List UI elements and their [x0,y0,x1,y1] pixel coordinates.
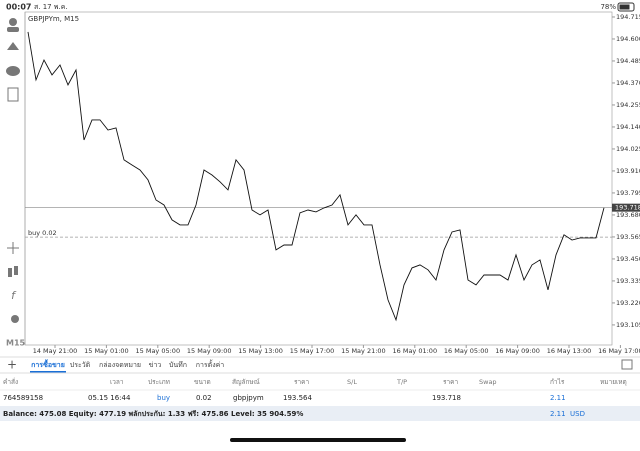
tab-underline [30,371,66,373]
cell-profit: 2.11 [550,394,566,402]
balance-currency: USD [570,410,585,418]
price-line-series [27,31,605,322]
y-tick-label: 193.680 [616,211,640,219]
tab[interactable]: กล่องจดหมาย [99,361,141,369]
new-order-icon[interactable] [7,87,19,102]
chart-frame [24,11,613,346]
column-header: ขนาด [194,378,211,386]
account-icon-body [7,27,19,32]
x-tick-label: 15 May 01:00 [84,347,129,355]
column-header: S/L [347,378,357,386]
x-tick-label: 16 May 05:00 [444,347,489,355]
chat-icon[interactable] [6,66,20,76]
status-date: ส. 17 พ.ค. [34,3,68,11]
function-icon[interactable]: f [11,289,17,302]
tab[interactable]: การตั้งค่า [196,358,225,369]
trade-icon[interactable] [7,42,19,50]
y-tick-label: 193.795 [616,189,640,197]
toolbar: f [6,18,20,323]
y-tick-label: 194.140 [616,123,640,131]
y-tick-label: 193.105 [616,321,640,329]
y-tick-label: 194.600 [616,35,640,43]
x-tick-label: 16 May 01:00 [393,347,438,355]
y-tick-label: 193.910 [616,167,640,175]
y-tick-label: 193.220 [616,299,640,307]
column-header: เวลา [110,378,124,386]
current-price-label: 193.718 [615,204,640,212]
position-label: buy 0.02 [28,229,57,237]
x-tick-label: 15 May 09:00 [187,347,232,355]
battery-icon [617,2,635,12]
layout-icon[interactable] [621,359,633,370]
column-header: Swap [479,378,497,386]
objects-icon[interactable] [11,315,19,323]
column-header: ราคา [294,378,309,386]
balance-bar [0,406,640,421]
tab[interactable]: การซื้อขาย [31,358,65,369]
x-tick-label: 15 May 13:00 [238,347,283,355]
y-tick-label: 193.335 [616,277,640,285]
tab[interactable]: บันทึก [169,360,187,369]
cell-symbol: gbpjpym [233,394,264,402]
cell-type: buy [157,394,170,402]
status-time: 00:07 [6,3,31,12]
column-header: คำสั่ง [3,377,18,386]
price-box [612,203,640,212]
x-tick-label: 16 May 13:00 [547,347,592,355]
x-tick-label: 16 May 17:00 [598,347,640,355]
column-header: T/P [396,378,407,386]
x-tick-label: 15 May 17:00 [290,347,335,355]
column-header: ประเภท [148,378,170,386]
x-tick-label: 15 May 21:00 [341,347,386,355]
cell-price: 193.564 [283,394,312,402]
indicator-icon[interactable] [8,268,12,277]
x-tick-label: 14 May 21:00 [33,347,78,355]
column-header: สัญลักษณ์ [232,378,260,386]
balance-profit: 2.11 [550,410,566,418]
battery-text: 78% [600,3,616,11]
home-indicator [230,438,406,442]
y-tick-label: 194.255 [616,101,640,109]
column-header: หมายเหตุ [600,378,627,386]
column-header: กำไร [550,378,565,386]
crosshair-icon[interactable] [7,242,19,254]
y-tick-label: 193.565 [616,233,640,241]
y-tick-label: 194.485 [616,57,640,65]
y-tick-label: 193.450 [616,255,640,263]
indicator-icon-2 [14,266,18,275]
battery-level [619,4,630,10]
cell-current-price: 193.718 [432,394,461,402]
tab[interactable]: ข่าว [149,361,162,369]
y-tick-label: 194.370 [616,79,640,87]
cell-order: 764589158 [3,394,43,402]
cell-time: 05.15 16:44 [88,394,131,402]
x-tick-label: 16 May 09:00 [495,347,540,355]
timeframe[interactable]: M15 [6,339,26,348]
account-icon[interactable] [9,18,17,26]
x-tick-label: 15 May 05:00 [136,347,181,355]
add-button[interactable]: + [7,358,17,372]
tab[interactable]: ประวัติ [70,361,91,369]
y-tick-label: 194.025 [616,145,640,153]
cell-volume: 0.02 [196,394,212,402]
y-tick-label: 194.715 [616,13,640,21]
column-header: ราคา [443,378,458,386]
symbol-label: GBPJPYm, M15 [28,15,79,23]
balance-text: Balance: 475.08 Equity: 477.19 พลักประกั… [3,410,303,418]
